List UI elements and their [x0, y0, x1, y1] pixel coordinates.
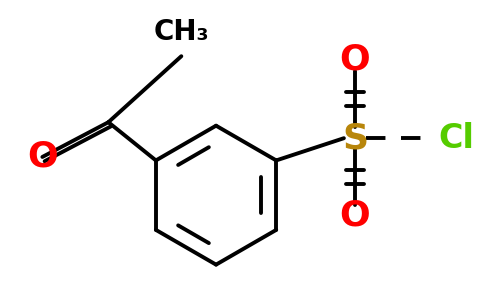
Text: Cl: Cl [439, 122, 474, 155]
Text: CH₃: CH₃ [153, 18, 209, 46]
Text: O: O [27, 140, 58, 174]
Text: O: O [340, 43, 370, 77]
Text: O: O [340, 199, 370, 233]
Text: S: S [342, 121, 368, 155]
